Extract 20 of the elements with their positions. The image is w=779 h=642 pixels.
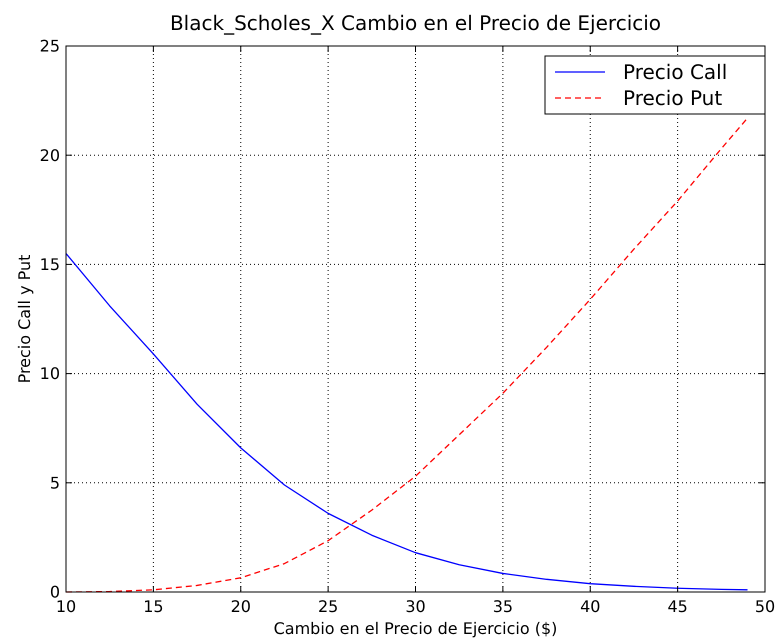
x-tick-label: 25 (318, 597, 338, 616)
y-tick-label: 5 (50, 473, 60, 492)
legend-label: Precio Call (623, 60, 728, 84)
x-tick-label: 20 (230, 597, 251, 616)
x-tick-label: 45 (667, 597, 688, 616)
x-tick-label: 30 (405, 597, 426, 616)
x-axis-title: Cambio en el Precio de Ejercicio ($) (274, 619, 558, 638)
chart-title: Black_Scholes_X Cambio en el Precio de Ejercicio (170, 11, 662, 35)
x-tick-label: 15 (143, 597, 164, 616)
x-tick-label: 35 (492, 597, 514, 616)
y-tick-label: 10 (40, 364, 60, 384)
line-series (65, 252, 748, 590)
y-tick-label: 25 (40, 36, 60, 56)
x-tick-label: 50 (754, 597, 776, 616)
y-tick-label: 15 (40, 255, 60, 274)
y-tick-label: 0 (50, 582, 60, 602)
legend-label: Precio Put (623, 86, 722, 110)
y-tick-label: 20 (40, 146, 60, 165)
x-tick-label: 40 (580, 597, 600, 616)
y-axis-title: Precio Call y Put (15, 254, 34, 384)
